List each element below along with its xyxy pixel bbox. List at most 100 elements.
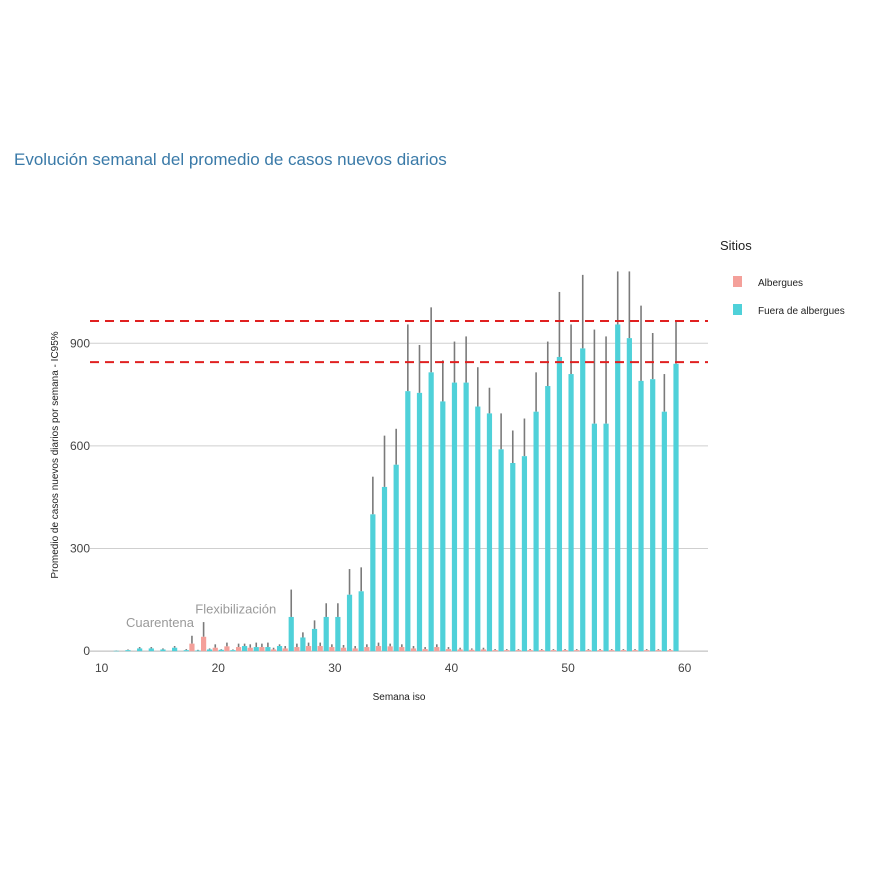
- legend-title: Sitios: [720, 238, 752, 253]
- bar-albergues: [224, 646, 230, 652]
- legend-label: Fuera de albergues: [758, 306, 845, 317]
- bar-albergues: [352, 648, 358, 652]
- x-tick-label: 50: [561, 661, 575, 675]
- bar-fuera-de-albergues: [510, 463, 516, 652]
- bar-fuera-de-albergues: [335, 616, 341, 652]
- bar-albergues: [212, 647, 218, 652]
- bar-fuera-de-albergues: [673, 363, 679, 652]
- bar-albergues: [305, 646, 312, 652]
- y-tick-label: 0: [83, 644, 90, 658]
- bar-albergues: [585, 650, 591, 652]
- bar-albergues: [270, 649, 277, 652]
- bar-fuera-de-albergues: [265, 647, 271, 652]
- bar-fuera-de-albergues: [533, 411, 539, 652]
- y-tick-label: 300: [70, 542, 90, 556]
- bar-fuera-de-albergues: [486, 413, 493, 652]
- bar-fuera-de-albergues: [661, 411, 667, 652]
- bar-albergues: [294, 647, 300, 652]
- bar-fuera-de-albergues: [358, 591, 364, 652]
- bar-albergues: [597, 650, 603, 652]
- bar-fuera-de-albergues: [393, 464, 399, 652]
- x-axis-title: Semana iso: [373, 692, 426, 703]
- bar-fuera-de-albergues: [615, 324, 621, 652]
- bar-fuera-de-albergues: [428, 372, 434, 652]
- bar-albergues: [667, 650, 673, 652]
- bar-albergues: [399, 647, 405, 652]
- bar-albergues: [469, 649, 475, 652]
- bar-albergues: [410, 648, 417, 652]
- bar-albergues: [539, 650, 545, 652]
- bar-albergues: [574, 650, 580, 652]
- bar-fuera-de-albergues: [113, 650, 119, 652]
- legend-swatch: [733, 276, 742, 287]
- x-tick-label: 40: [445, 661, 459, 675]
- bar-fuera-de-albergues: [160, 649, 166, 652]
- bar-fuera-de-albergues: [207, 649, 213, 652]
- bar-fuera-de-albergues: [650, 379, 656, 652]
- reference-lines: [90, 320, 708, 364]
- annotation-label: Flexibilización: [195, 602, 276, 617]
- bar-fuera-de-albergues: [323, 616, 329, 652]
- bar-fuera-de-albergues: [241, 646, 248, 652]
- x-tick-label: 20: [212, 661, 226, 675]
- bar-albergues: [282, 648, 288, 652]
- x-tick-label: 30: [328, 661, 342, 675]
- bar-albergues: [457, 649, 463, 652]
- bar-fuera-de-albergues: [311, 628, 318, 652]
- bar-albergues: [492, 650, 498, 652]
- bar-albergues: [375, 646, 382, 652]
- bar-albergues: [422, 649, 428, 652]
- bar-fuera-de-albergues: [276, 646, 283, 652]
- bar-albergues: [620, 650, 626, 652]
- error-bars: [115, 271, 677, 651]
- legend: Sitios Albergues Fuera de albergues: [720, 238, 845, 317]
- bar-albergues: [609, 650, 615, 652]
- bar-albergues: [201, 636, 207, 652]
- bar-albergues: [387, 646, 393, 652]
- bar-albergues: [340, 647, 347, 652]
- bar-albergues: [329, 647, 335, 652]
- bar-albergues: [632, 650, 638, 652]
- bar-fuera-de-albergues: [137, 648, 143, 652]
- bar-fuera-de-albergues: [300, 637, 306, 652]
- bar-albergues: [434, 647, 440, 652]
- bar-albergues: [247, 647, 253, 652]
- bar-fuera-de-albergues: [218, 649, 224, 652]
- bar-albergues: [235, 647, 242, 652]
- bar-albergues: [550, 650, 557, 652]
- annotation-label: Cuarentena: [126, 615, 195, 630]
- bar-fuera-de-albergues: [580, 348, 586, 652]
- bar-fuera-de-albergues: [626, 338, 632, 652]
- bar-albergues: [189, 643, 195, 652]
- bar-fuera-de-albergues: [253, 647, 259, 652]
- bar-albergues: [527, 650, 533, 652]
- bar-albergues: [317, 646, 323, 652]
- bar-fuera-de-albergues: [195, 650, 201, 652]
- bar-fuera-de-albergues: [498, 449, 504, 652]
- bar-fuera-de-albergues: [463, 382, 469, 652]
- bar-fuera-de-albergues: [545, 386, 551, 652]
- bar-fuera-de-albergues: [568, 374, 574, 652]
- y-tick-label: 600: [70, 439, 90, 453]
- bar-fuera-de-albergues: [638, 380, 644, 652]
- bar-albergues: [644, 650, 650, 652]
- bar-fuera-de-albergues: [440, 401, 446, 652]
- bar-fuera-de-albergues: [603, 423, 609, 652]
- legend-swatch: [733, 304, 742, 315]
- bar-fuera-de-albergues: [521, 456, 528, 652]
- bar-albergues: [562, 650, 568, 652]
- bar-albergues: [364, 647, 370, 652]
- chart-title: Evolución semanal del promedio de casos …: [14, 150, 447, 169]
- bar-fuera-de-albergues: [475, 406, 481, 652]
- bar-albergues: [445, 649, 452, 652]
- bar-albergues: [259, 647, 265, 652]
- bar-fuera-de-albergues: [591, 423, 597, 652]
- axes: 0 300 600 900 10 20 30 40 50 60 Semana iso Promedio…: [50, 331, 692, 703]
- bar-albergues: [504, 650, 510, 652]
- bars: [113, 324, 679, 652]
- bar-fuera-de-albergues: [451, 382, 458, 652]
- bar-fuera-de-albergues: [556, 356, 563, 652]
- bar-fuera-de-albergues: [370, 514, 376, 652]
